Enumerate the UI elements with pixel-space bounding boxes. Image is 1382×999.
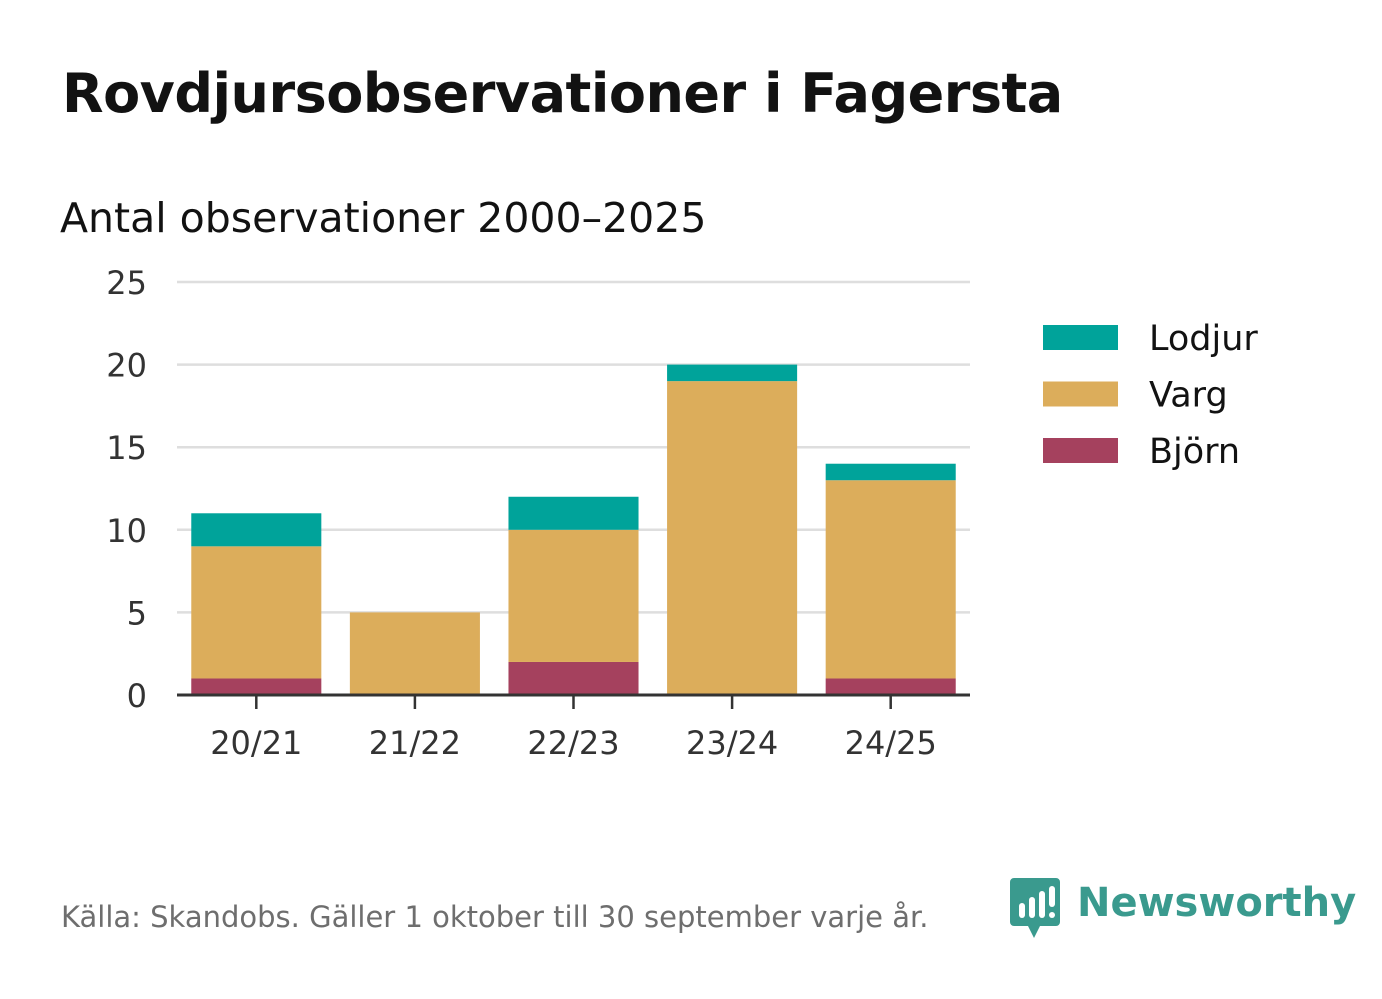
legend-item-lodjur: Lodjur [1043, 319, 1258, 359]
legend-label: Varg [1149, 376, 1228, 416]
y-tick-label: 15 [106, 429, 147, 467]
chart-title: Rovdjursobservationer i Fagersta [62, 62, 1063, 125]
legend: Lodjur Varg Björn [1043, 319, 1258, 472]
newsworthy-logo-icon [1010, 878, 1060, 938]
x-tick-label: 24/25 [845, 724, 937, 762]
legend-item-varg: Varg [1043, 376, 1228, 416]
bar-lodjur-24-25 [825, 463, 956, 481]
legend-swatch [1043, 438, 1118, 463]
source-note: Källa: Skandobs. Gäller 1 oktober till 3… [61, 900, 929, 934]
bars [191, 364, 956, 695]
bar-björn-20-21 [191, 678, 322, 695]
legend-swatch [1043, 381, 1118, 407]
y-tick-label: 10 [106, 512, 147, 550]
bar-varg-20-21 [191, 546, 322, 679]
bar-lodjur-22-23 [508, 496, 639, 530]
legend-label: Björn [1149, 432, 1240, 472]
bar-lodjur-20-21 [191, 513, 322, 547]
x-axis-ticks: 20/21 21/22 22/23 23/24 24/25 [210, 695, 937, 762]
brand: Newsworthy [1010, 878, 1356, 940]
bar-varg-22-23 [508, 529, 639, 662]
y-tick-label: 5 [127, 594, 147, 632]
y-tick-label: 20 [106, 347, 147, 385]
bar-varg-21-22 [349, 612, 480, 695]
bar-björn-22-23 [508, 661, 639, 695]
legend-swatch [1043, 325, 1118, 350]
bar-varg-24-25 [825, 480, 956, 679]
bar-björn-24-25 [825, 678, 956, 695]
stacked-bar-chart: 0 5 10 15 20 25 20/21 21/22 22/23 23/24 24/25 Lod… [106, 264, 1258, 762]
x-tick-label: 20/21 [210, 724, 302, 762]
y-tick-label: 25 [106, 264, 147, 302]
legend-item-björn: Björn [1043, 432, 1240, 472]
legend-label: Lodjur [1149, 319, 1258, 359]
y-axis-ticks: 0 5 10 15 20 25 [106, 264, 147, 715]
x-tick-label: 23/24 [686, 724, 778, 762]
chart-subtitle: Antal observationer 2000–2025 [60, 194, 707, 242]
brand-name: Newsworthy [1077, 880, 1357, 926]
x-tick-label: 22/23 [527, 724, 619, 762]
y-tick-label: 0 [127, 677, 147, 715]
bar-lodjur-23-24 [667, 364, 798, 382]
bar-varg-23-24 [667, 381, 798, 695]
x-tick-label: 21/22 [369, 724, 461, 762]
